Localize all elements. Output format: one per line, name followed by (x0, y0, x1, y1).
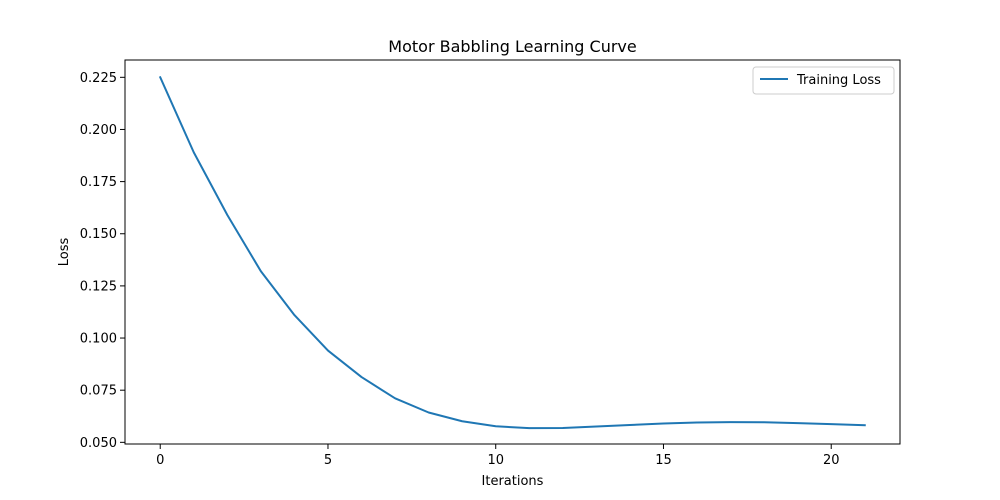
x-tick-label: 20 (823, 453, 840, 468)
x-tick-label: 15 (655, 453, 672, 468)
x-tick-label: 0 (156, 453, 164, 468)
x-tick-label: 5 (324, 453, 332, 468)
x-tick-label: 10 (487, 453, 504, 468)
legend-entry: Training Loss (796, 73, 881, 88)
y-tick-label: 0.225 (80, 71, 117, 86)
y-tick-label: 0.200 (80, 123, 117, 138)
y-tick-label: 0.050 (80, 436, 117, 451)
series-line-training-loss (158, 75, 866, 430)
plot-frame (124, 59, 901, 445)
chart-title: Motor Babbling Learning Curve (388, 37, 636, 56)
y-tick-label: 0.175 (80, 175, 117, 190)
y-tick-label: 0.125 (80, 279, 117, 294)
plot-area (158, 75, 866, 430)
x-axis-label: Iterations (482, 474, 544, 489)
y-tick-label: 0.150 (80, 227, 117, 242)
legend: Training Loss (752, 66, 895, 95)
y-axis-label: Loss (57, 238, 72, 267)
y-tick-label: 0.075 (80, 384, 117, 399)
y-axis: 0.050 0.075 0.100 0.125 0.150 0.175 0.200 0.225 (80, 71, 125, 451)
x-axis: 0 5 10 15 20 (156, 444, 839, 468)
y-tick-label: 0.100 (80, 332, 117, 347)
legend-box (752, 66, 895, 95)
